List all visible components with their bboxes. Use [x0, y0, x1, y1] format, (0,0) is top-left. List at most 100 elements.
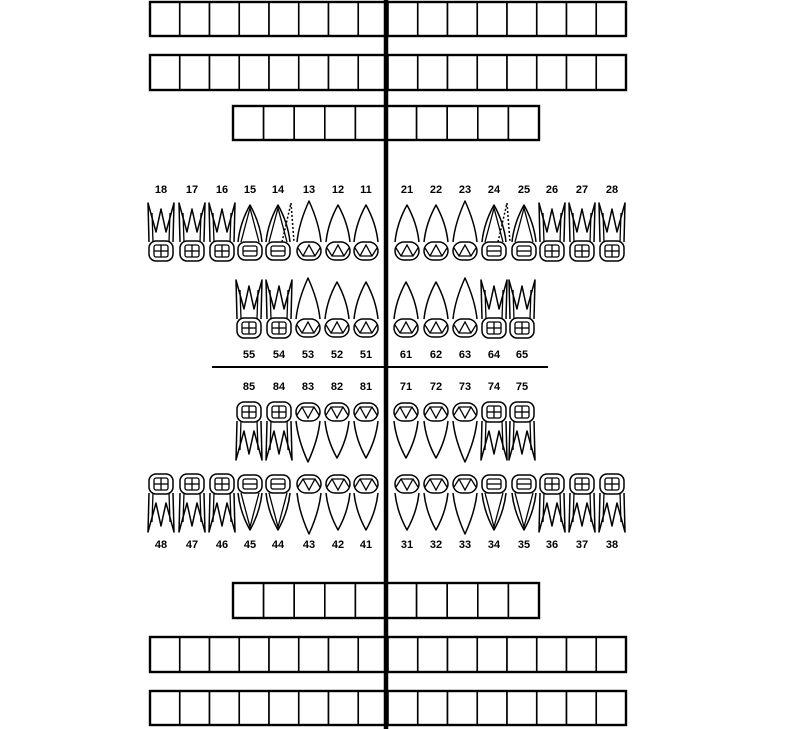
entry-box[interactable] [446, 636, 479, 673]
entry-box[interactable] [387, 690, 419, 726]
tooth-26[interactable] [538, 202, 566, 262]
entry-box[interactable] [476, 690, 508, 726]
entry-box[interactable] [476, 54, 508, 91]
entry-box[interactable] [208, 54, 241, 91]
entry-box[interactable] [297, 636, 330, 673]
entry-box[interactable] [416, 636, 449, 673]
entry-box[interactable] [357, 54, 389, 91]
tooth-15[interactable] [237, 204, 263, 261]
entry-box[interactable] [535, 54, 568, 91]
entry-box[interactable] [357, 636, 389, 673]
tooth-14[interactable] [265, 202, 295, 261]
tooth-72[interactable] [423, 402, 449, 459]
entry-box[interactable] [415, 582, 449, 619]
tooth-64[interactable] [480, 279, 508, 339]
tooth-53[interactable] [295, 277, 321, 338]
entry-box[interactable] [327, 1, 360, 37]
entry-box[interactable] [262, 105, 296, 141]
tooth-18[interactable] [147, 202, 175, 262]
entry-box[interactable] [178, 1, 211, 37]
tooth-65[interactable] [508, 279, 536, 339]
entry-box[interactable] [565, 1, 598, 37]
tooth-32[interactable] [423, 474, 449, 531]
entry-box[interactable] [178, 690, 211, 726]
tooth-62[interactable] [423, 281, 449, 338]
entry-box[interactable] [446, 690, 479, 726]
entry-box[interactable] [268, 54, 300, 91]
tooth-17[interactable] [178, 202, 206, 262]
entry-box[interactable] [357, 690, 389, 726]
tooth-21[interactable] [394, 204, 420, 261]
tooth-38[interactable] [598, 473, 626, 533]
entry-box[interactable] [416, 1, 449, 37]
entry-box[interactable] [595, 1, 627, 37]
tooth-74[interactable] [480, 401, 508, 461]
entry-box[interactable] [357, 1, 389, 37]
entry-box[interactable] [293, 582, 326, 619]
entry-box[interactable] [149, 54, 181, 91]
tooth-31[interactable] [394, 474, 420, 531]
tooth-35[interactable] [511, 474, 537, 531]
entry-box[interactable] [535, 690, 568, 726]
entry-box[interactable] [297, 54, 330, 91]
entry-box[interactable] [535, 1, 568, 37]
tooth-73[interactable] [452, 402, 478, 463]
tooth-25[interactable] [511, 204, 537, 261]
entry-box[interactable] [385, 582, 418, 619]
tooth-16[interactable] [208, 202, 236, 262]
entry-box[interactable] [446, 1, 479, 37]
entry-box[interactable] [507, 105, 540, 141]
tooth-11[interactable] [353, 204, 379, 261]
tooth-61[interactable] [393, 281, 419, 338]
tooth-46[interactable] [208, 473, 236, 533]
entry-box[interactable] [506, 636, 538, 673]
entry-box[interactable] [565, 690, 598, 726]
entry-box[interactable] [446, 105, 479, 141]
tooth-85[interactable] [235, 401, 263, 461]
tooth-24[interactable] [481, 202, 511, 261]
entry-box[interactable] [232, 582, 265, 619]
entry-box[interactable] [416, 690, 449, 726]
tooth-52[interactable] [324, 281, 350, 338]
tooth-47[interactable] [178, 473, 206, 533]
entry-box[interactable] [268, 636, 300, 673]
entry-box[interactable] [238, 54, 270, 91]
tooth-13[interactable] [296, 200, 322, 261]
entry-box[interactable] [506, 690, 538, 726]
tooth-71[interactable] [393, 402, 419, 459]
tooth-75[interactable] [508, 401, 536, 461]
tooth-84[interactable] [265, 401, 293, 461]
tooth-33[interactable] [452, 474, 478, 535]
entry-box[interactable] [387, 54, 419, 91]
entry-box[interactable] [208, 636, 241, 673]
tooth-27[interactable] [568, 202, 596, 262]
tooth-42[interactable] [325, 474, 351, 531]
entry-box[interactable] [387, 1, 419, 37]
tooth-12[interactable] [325, 204, 351, 261]
tooth-83[interactable] [295, 402, 321, 463]
entry-box[interactable] [149, 1, 181, 37]
tooth-54[interactable] [265, 279, 293, 339]
entry-box[interactable] [262, 582, 296, 619]
entry-box[interactable] [387, 636, 419, 673]
entry-box[interactable] [238, 690, 270, 726]
tooth-23[interactable] [452, 200, 478, 261]
entry-box[interactable] [268, 690, 300, 726]
entry-box[interactable] [565, 636, 598, 673]
entry-box[interactable] [385, 105, 418, 141]
entry-box[interactable] [565, 54, 598, 91]
entry-box[interactable] [327, 54, 360, 91]
entry-box[interactable] [297, 1, 330, 37]
entry-box[interactable] [232, 105, 265, 141]
entry-box[interactable] [149, 690, 181, 726]
entry-box[interactable] [323, 582, 357, 619]
entry-box[interactable] [506, 1, 538, 37]
tooth-48[interactable] [147, 473, 175, 533]
entry-box[interactable] [415, 105, 449, 141]
entry-box[interactable] [535, 636, 568, 673]
tooth-55[interactable] [235, 279, 263, 339]
entry-box[interactable] [595, 690, 627, 726]
tooth-34[interactable] [481, 474, 507, 531]
tooth-37[interactable] [568, 473, 596, 533]
entry-box[interactable] [595, 636, 627, 673]
